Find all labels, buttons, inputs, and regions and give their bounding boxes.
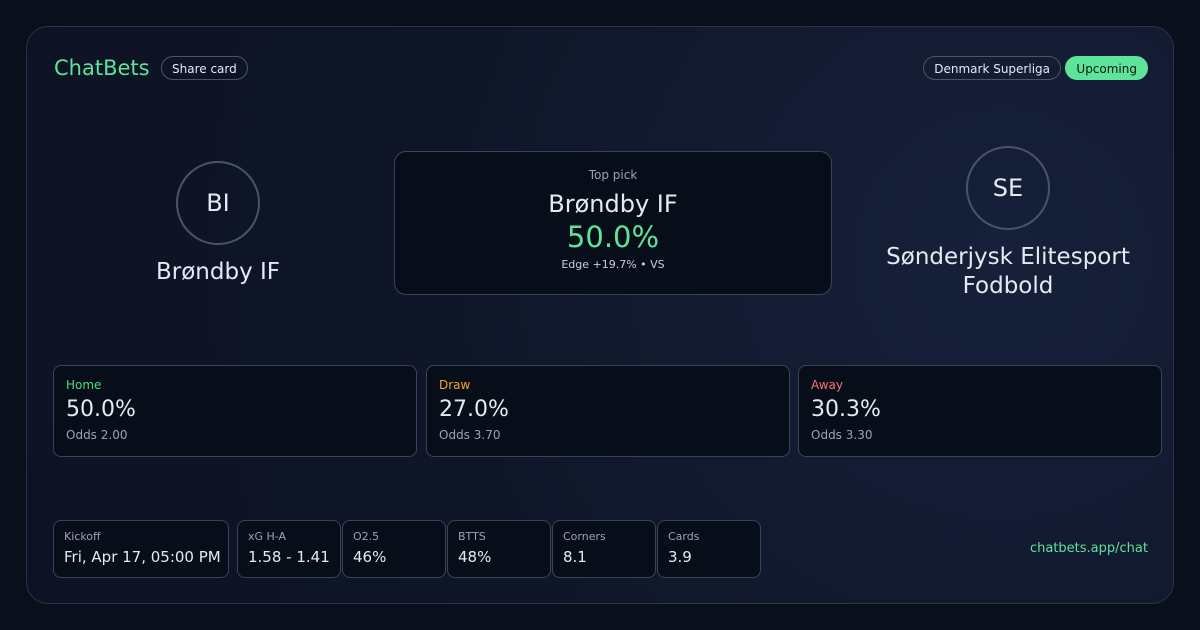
- outcome-odds: Odds 2.00: [66, 428, 128, 442]
- pick-team: Brøndby IF: [548, 190, 678, 218]
- outcome-label: Away: [811, 378, 843, 392]
- pick-edge: Edge +19.7% • VS: [561, 258, 665, 271]
- stat-card: Corners 8.1: [552, 520, 656, 578]
- stat-label: Corners: [563, 530, 606, 543]
- outcome-card: Draw 27.0% Odds 3.70: [426, 365, 790, 457]
- outcome-probability: 50.0%: [66, 397, 136, 422]
- stat-value: 46%: [353, 548, 387, 566]
- share-card: ChatBets Share card Denmark Superliga Up…: [26, 26, 1174, 604]
- stat-value: 1.58 - 1.41: [248, 548, 330, 566]
- stat-card: Cards 3.9: [657, 520, 761, 578]
- stat-value: Fri, Apr 17, 05:00 PM: [64, 548, 221, 566]
- stat-card: O2.5 46%: [342, 520, 446, 578]
- stat-card: Kickoff Fri, Apr 17, 05:00 PM: [53, 520, 229, 578]
- share-button[interactable]: Share card: [161, 56, 248, 80]
- pick-label: Top pick: [588, 168, 638, 182]
- stat-value: 48%: [458, 548, 492, 566]
- stat-value: 3.9: [668, 548, 692, 566]
- status-badge: Upcoming: [1065, 56, 1148, 80]
- outcome-label: Home: [66, 378, 102, 392]
- stat-label: xG H-A: [248, 530, 287, 543]
- outcome-card: Home 50.0% Odds 2.00: [53, 365, 417, 457]
- home-avatar: BI: [176, 161, 260, 245]
- outcome-label: Draw: [439, 378, 471, 392]
- outcome-odds: Odds 3.70: [439, 428, 501, 442]
- stat-card: xG H-A 1.58 - 1.41: [237, 520, 341, 578]
- brand: ChatBets: [54, 56, 150, 80]
- top-pick: Top pick Brøndby IF 50.0% Edge +19.7% • …: [394, 151, 832, 295]
- stat-card: BTTS 48%: [447, 520, 551, 578]
- league-badge: Denmark Superliga: [923, 56, 1061, 80]
- stat-label: O2.5: [353, 530, 380, 543]
- away-name: Sønderjysk Elitesport Fodbold: [886, 244, 1130, 299]
- outcome-odds: Odds 3.30: [811, 428, 873, 442]
- footer-link[interactable]: chatbets.app/chat: [1029, 541, 1148, 556]
- outcome-probability: 27.0%: [439, 397, 509, 422]
- outcome-probability: 30.3%: [811, 397, 881, 422]
- stat-label: BTTS: [458, 530, 486, 543]
- stat-label: Cards: [668, 530, 700, 543]
- home-name: Brøndby IF: [155, 259, 281, 285]
- stat-value: 8.1: [563, 548, 587, 566]
- outcome-card: Away 30.3% Odds 3.30: [798, 365, 1162, 457]
- pick-probability: 50.0%: [566, 220, 660, 254]
- stat-label: Kickoff: [64, 530, 101, 543]
- away-avatar: SE: [966, 146, 1050, 230]
